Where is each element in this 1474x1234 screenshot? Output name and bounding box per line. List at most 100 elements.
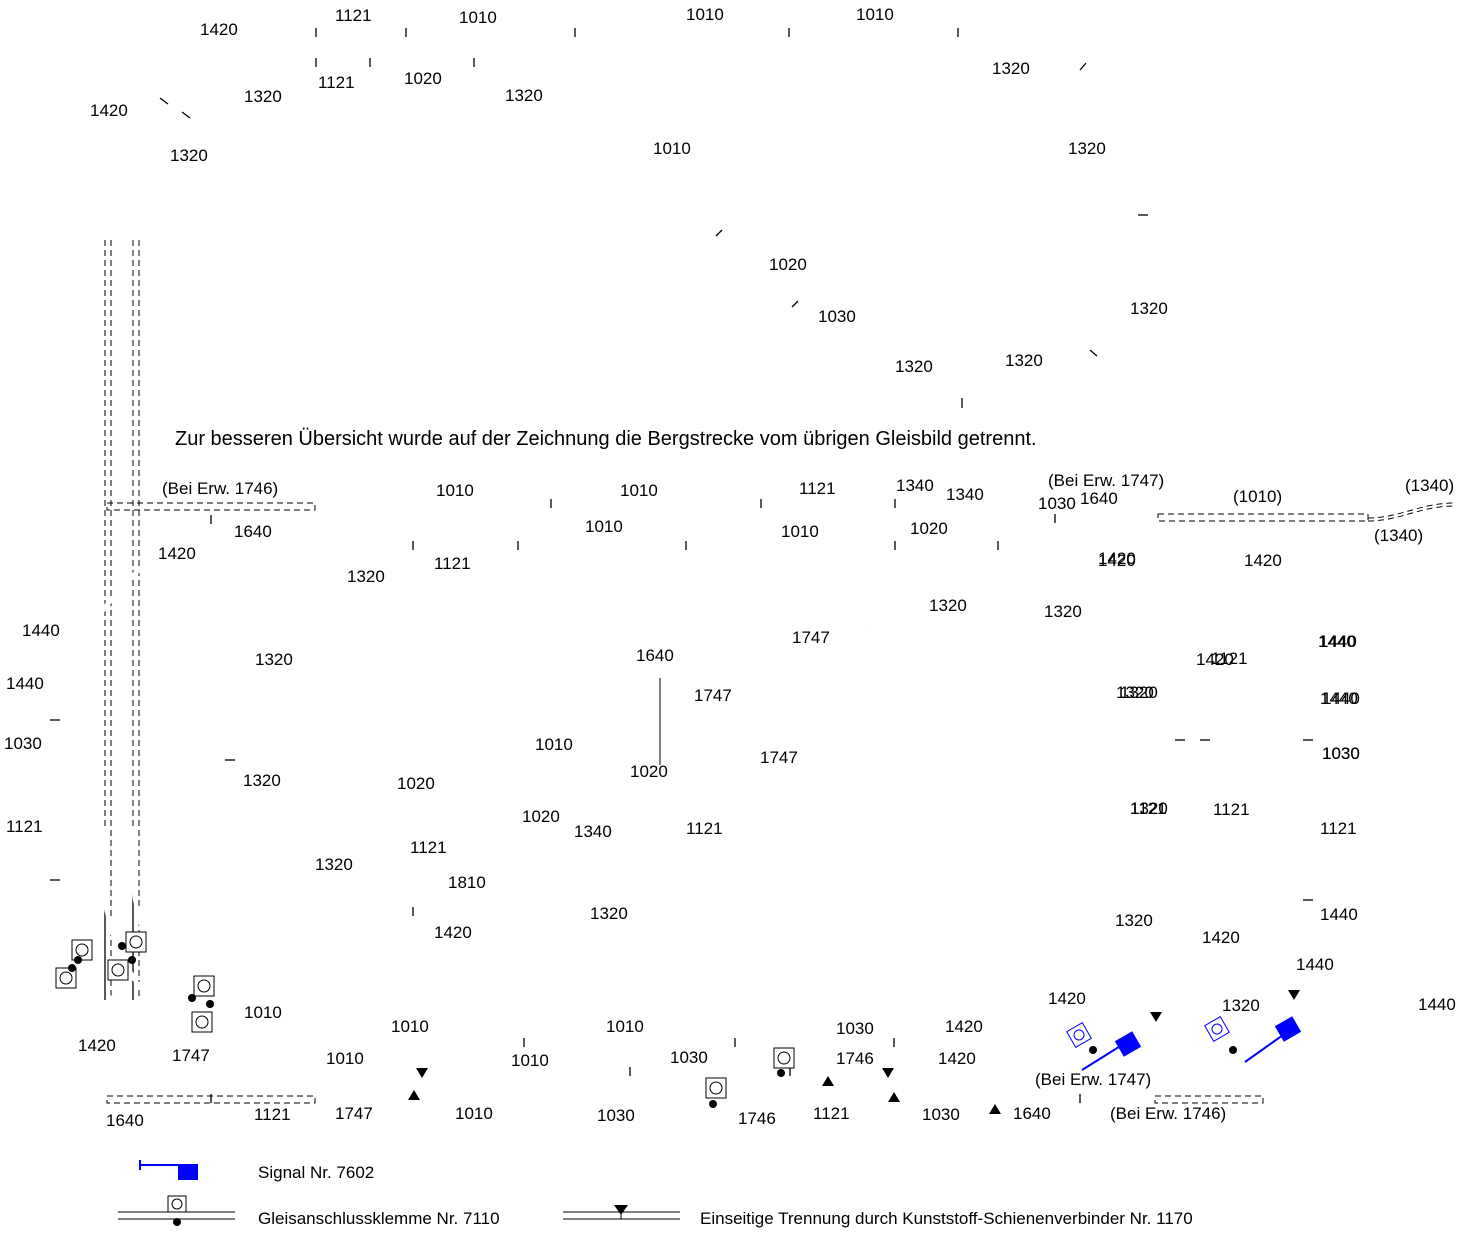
separator-icon [989, 1104, 1001, 1114]
main-track-label: (Bei Erw. 1746) [162, 479, 278, 498]
separators [408, 990, 1300, 1114]
main-track-label: 1440 [1319, 632, 1357, 651]
main-track-label: 1020 [397, 774, 435, 793]
main-ticks [50, 499, 1313, 1103]
main-track-label: (Bei Erw. 1747) [1035, 1070, 1151, 1089]
clamp-icon [773, 1047, 795, 1077]
main-track-label: 1121 [410, 838, 447, 857]
mountain-track-label: 1320 [895, 357, 933, 376]
main-track-label: 1010 [606, 1017, 644, 1036]
main-track-label: 1010 [455, 1104, 493, 1123]
main-track-label: 1030 [597, 1106, 635, 1125]
legend-separator [563, 1205, 680, 1220]
main-track-label: 1420 [938, 1049, 976, 1068]
mountain-track-label: 1320 [244, 87, 282, 106]
separator-icon [408, 1090, 420, 1100]
clamp-icon [191, 1000, 214, 1033]
main-track-label: 1010 [620, 481, 658, 500]
siding-1 [387, 627, 871, 814]
main-track-label: 1420 [1098, 549, 1136, 568]
main-track-label: 1030 [922, 1105, 960, 1124]
main-track-label: 1746 [836, 1049, 874, 1068]
main-track-label: 1121 [254, 1105, 291, 1124]
main-track-label: 1010 [244, 1003, 282, 1022]
main-track-label: 1640 [1080, 489, 1118, 508]
main-track-label: 1747 [172, 1046, 210, 1065]
main-track-label: 1440 [22, 621, 60, 640]
main-track-label: 1440 [6, 674, 44, 693]
separator-icon [1288, 990, 1300, 1000]
main-track-label: 1320 [347, 567, 385, 586]
mountain-track-label: 1320 [1130, 299, 1168, 318]
mountain-track-label: 1320 [992, 59, 1030, 78]
main-track-label: 1010 [585, 517, 623, 536]
separator-icon [888, 1092, 900, 1102]
mountain-track-label: 1010 [856, 5, 894, 24]
main-track-label: 1121 [1211, 649, 1248, 668]
main-track-label: 1010 [781, 522, 819, 541]
mountain-track-label: 1320 [170, 146, 208, 165]
mountain-track-label: 1010 [653, 139, 691, 158]
main-track-label: 1440 [1322, 689, 1360, 708]
mountain-ticks [159, 28, 1148, 408]
clamp-icon [71, 939, 93, 964]
separator-icon [822, 1076, 834, 1086]
separator-icon [882, 1068, 894, 1078]
legend-clamp-label: Gleisanschlussklemme Nr. 7110 [258, 1209, 500, 1228]
main-track-label: 1030 [836, 1019, 874, 1038]
main-track-label: 1320 [1115, 911, 1153, 930]
main-track-label: 1121 [434, 554, 471, 573]
main-track-label: 1340 [896, 476, 934, 495]
main-track-label: 1420 [945, 1017, 983, 1036]
main-track-label: (Bei Erw. 1746) [1110, 1104, 1226, 1123]
main-track-label: 1320 [1120, 683, 1158, 702]
main-track-label: 1320 [315, 855, 353, 874]
main-track-label: 1640 [1013, 1104, 1051, 1123]
main-track-label: 1640 [234, 522, 272, 541]
main-track-label: 1320 [243, 771, 281, 790]
mountain-track-label: 1010 [459, 8, 497, 27]
main-track [50, 499, 1456, 1114]
main-track-label: 1746 [738, 1109, 776, 1128]
main-track-label: 1440 [1296, 955, 1334, 974]
main-track-label: 1121 [813, 1104, 850, 1123]
mountain-track-label: 1030 [818, 307, 856, 326]
separator-icon [1150, 1012, 1162, 1022]
mountain-track-label: 1320 [1068, 139, 1106, 158]
main-track-label: 1340 [574, 822, 612, 841]
note-text: Zur besseren Übersicht wurde auf der Zei… [175, 428, 1037, 450]
main-track-label: 1020 [630, 762, 668, 781]
mountain-track-label: 1320 [1005, 351, 1043, 370]
mountain-track [102, 28, 1151, 408]
main-track-label: (1340) [1405, 476, 1454, 495]
main-track-label: 1030 [4, 734, 42, 753]
mountain-track-label: 1121 [335, 6, 372, 25]
main-track-label: 1440 [1320, 689, 1358, 708]
main-track-label: 1030 [670, 1048, 708, 1067]
main-track-label: 1320 [929, 596, 967, 615]
legend-signal-label: Signal Nr. 7602 [258, 1163, 374, 1182]
main-track-label: 1320 [1222, 996, 1260, 1015]
main-track-label: 1420 [78, 1036, 116, 1055]
main-track-label: 1121 [686, 819, 723, 838]
main-track-label: 1010 [535, 735, 573, 754]
clamp-icon [107, 956, 136, 981]
legend-clamp [118, 1195, 235, 1226]
main-track-label: 1440 [1320, 905, 1358, 924]
main-track-label: 1121 [1320, 819, 1357, 838]
legend-separator-label: Einseitige Trennung durch Kunststoff-Sch… [700, 1209, 1193, 1228]
mountain-track-label: 1020 [769, 255, 807, 274]
main-track-label: 1030 [1038, 494, 1076, 513]
main-track-label: 1121 [1130, 799, 1167, 818]
main-track-label: 1420 [1196, 650, 1234, 669]
main-track-label: 1010 [326, 1049, 364, 1068]
main-track-label: 1121 [6, 817, 43, 836]
signal-icon [1204, 1016, 1302, 1063]
signal-icon [1066, 1022, 1142, 1071]
main-track-label: 1320 [590, 904, 628, 923]
clamp-icon [705, 1077, 727, 1108]
clamp-icon [118, 931, 147, 953]
main-track-label: 1420 [1098, 551, 1136, 570]
main-track-label: 1121 [799, 479, 836, 498]
